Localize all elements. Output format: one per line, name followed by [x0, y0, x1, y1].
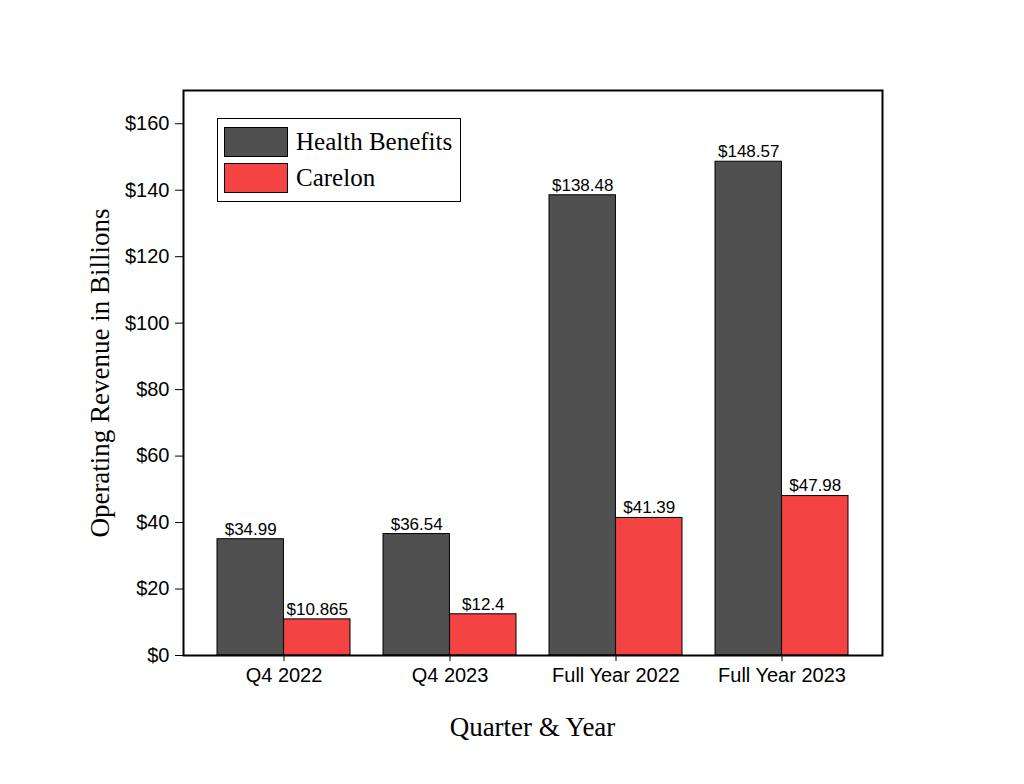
svg-text:$148.57: $148.57 — [718, 142, 779, 161]
svg-text:$10.865: $10.865 — [287, 600, 348, 619]
svg-text:Full Year 2022: Full Year 2022 — [552, 664, 680, 686]
svg-text:$138.48: $138.48 — [552, 176, 613, 195]
svg-text:$12.4: $12.4 — [462, 595, 505, 614]
svg-text:$160: $160 — [125, 112, 170, 134]
svg-text:$41.39: $41.39 — [623, 498, 675, 517]
svg-text:Q4 2022: Q4 2022 — [246, 664, 323, 686]
svg-text:$34.99: $34.99 — [225, 520, 277, 539]
svg-text:$60: $60 — [136, 444, 169, 466]
html-text:Operating Revenue in Billions: Operating Revenue in Billions — [84, 207, 115, 538]
svg-text:$100: $100 — [125, 312, 170, 334]
svg-text:$40: $40 — [136, 511, 169, 533]
html-text:Quarter & Year: Quarter & Year — [449, 711, 616, 742]
svg-text:Full Year 2023: Full Year 2023 — [718, 664, 846, 686]
svg-text:$47.98: $47.98 — [789, 476, 841, 495]
svg-text:$0: $0 — [147, 644, 169, 666]
svg-text:$20: $20 — [136, 577, 169, 599]
svg-text:$36.54: $36.54 — [391, 514, 443, 533]
svg-text:$80: $80 — [136, 378, 169, 400]
html-text:Health Benefits: Health Benefits — [296, 128, 453, 155]
svg-text:$140: $140 — [125, 179, 170, 201]
svg-text:$120: $120 — [125, 245, 170, 267]
svg-text:Q4 2023: Q4 2023 — [412, 664, 489, 686]
html-text:Carelon: Carelon — [296, 164, 376, 191]
